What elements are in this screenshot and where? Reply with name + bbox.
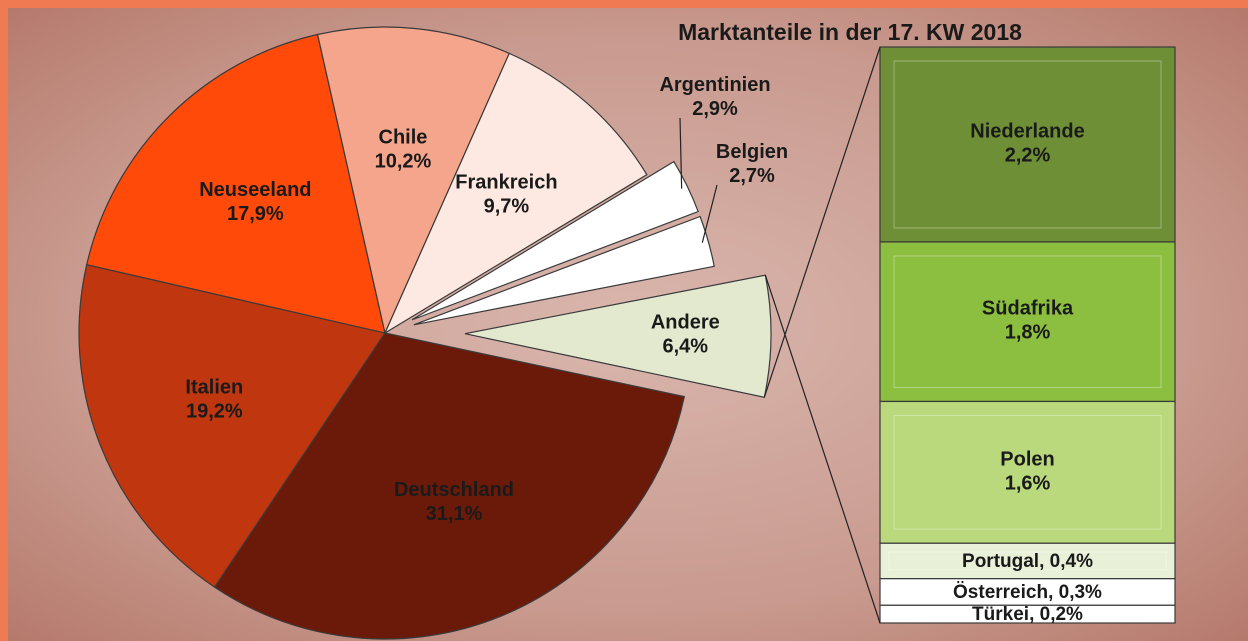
value-label: 2,2% bbox=[1005, 145, 1051, 167]
category-label: Niederlande bbox=[970, 121, 1084, 143]
category-label: Portugal bbox=[962, 551, 1039, 572]
separator: , bbox=[1048, 582, 1059, 603]
value-label: 0,4% bbox=[1050, 551, 1093, 572]
bar-label: Österreich, 0,3% bbox=[953, 582, 1102, 603]
category-label: Italien bbox=[185, 377, 243, 399]
bar-label: Türkei, 0,2% bbox=[972, 604, 1083, 625]
value-label: 17,9% bbox=[227, 203, 284, 225]
category-label: Deutschland bbox=[394, 479, 514, 501]
value-label: 0,3% bbox=[1059, 582, 1102, 603]
category-label: Südafrika bbox=[982, 298, 1074, 320]
chart-title: Marktanteile in der 17. KW 2018 bbox=[678, 19, 1022, 45]
category-label: Belgien bbox=[716, 141, 788, 163]
value-label: 2,7% bbox=[729, 165, 775, 187]
category-label: Argentinien bbox=[659, 74, 770, 96]
category-label: Chile bbox=[379, 127, 428, 149]
value-label: 9,7% bbox=[484, 196, 530, 218]
value-label: 2,9% bbox=[692, 98, 738, 120]
chart: Marktanteile in der 17. KW 2018 Deutschl… bbox=[0, 0, 1248, 641]
separator: , bbox=[1039, 551, 1050, 572]
category-label: Österreich bbox=[953, 582, 1048, 603]
category-label: Frankreich bbox=[455, 172, 557, 194]
category-label: Neuseeland bbox=[199, 179, 311, 201]
value-label: 19,2% bbox=[186, 401, 243, 423]
value-label: 31,1% bbox=[426, 503, 483, 525]
category-label: Andere bbox=[651, 312, 720, 334]
category-label: Polen bbox=[1000, 449, 1054, 471]
bar-label: Portugal, 0,4% bbox=[962, 551, 1093, 572]
value-label: 6,4% bbox=[663, 336, 709, 358]
page: Marktanteile in der 17. KW 2018 Deutschl… bbox=[0, 0, 1248, 641]
value-label: 1,8% bbox=[1005, 322, 1051, 344]
separator: , bbox=[1029, 604, 1040, 625]
category-label: Türkei bbox=[972, 604, 1029, 625]
value-label: 0,2% bbox=[1040, 604, 1083, 625]
value-label: 1,6% bbox=[1005, 473, 1051, 495]
value-label: 10,2% bbox=[375, 151, 432, 173]
